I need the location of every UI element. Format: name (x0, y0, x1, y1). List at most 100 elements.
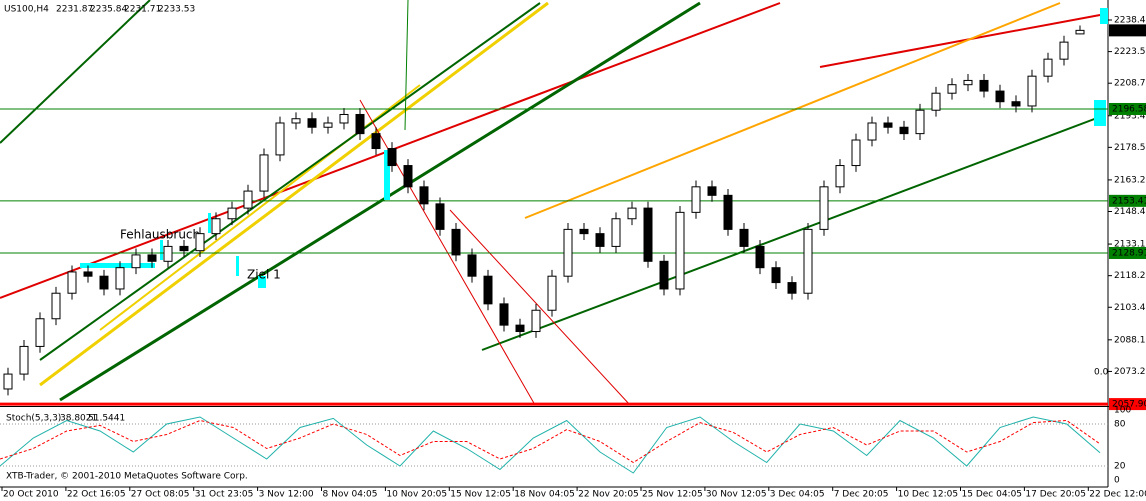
trend-line (0, 0, 151, 144)
candle-body (147, 254, 157, 262)
marker (80, 263, 155, 268)
candle-body (339, 113, 349, 124)
x-tick-label: 31 Oct 23:05 (195, 490, 254, 500)
marker (160, 240, 163, 260)
quote-close: 2233.53 (158, 5, 195, 15)
marker (208, 213, 211, 233)
trend-line (819, 14, 1101, 68)
candle-body (387, 148, 397, 167)
quote-low: 2231.71 (124, 5, 161, 15)
candle-body (1027, 75, 1037, 107)
candle-body (1059, 41, 1069, 60)
level-label: 2196.58 (1112, 104, 1146, 114)
trend-line (449, 209, 631, 406)
level-label: 2153.41 (1112, 196, 1146, 206)
candle-body (643, 207, 653, 262)
candle-body (563, 228, 573, 277)
candle-body (995, 90, 1005, 103)
y-tick-label: 2148.40 (1114, 207, 1146, 217)
x-tick-label: 3 Nov 12:00 (259, 490, 314, 500)
x-tick-label: 27 Oct 08:05 (131, 490, 190, 500)
marker (236, 256, 239, 276)
candle-body (467, 254, 477, 277)
x-tick-label: 20 Oct 2010 (3, 490, 59, 500)
x-tick-label: 25 Nov 12:05 (642, 490, 703, 500)
candle-body (163, 245, 173, 262)
trend-line (39, 1, 549, 387)
candle-body (403, 165, 413, 188)
x-tick-label: 3 Dec 04:05 (770, 490, 825, 500)
y-tick-label: 2133.10 (1114, 240, 1146, 250)
level-tag (1109, 194, 1146, 207)
y-tick-label: 2118.25 (1114, 271, 1146, 281)
candle-body (355, 113, 365, 135)
stoch-tick-label: 20 (1114, 462, 1126, 472)
x-tick-label: 22 Oct 16:05 (67, 490, 126, 500)
candle-body (435, 203, 445, 230)
candle-body (419, 186, 429, 205)
candle-body (867, 122, 877, 141)
candle-body (291, 118, 301, 124)
level-label: 2057.90 (1112, 400, 1146, 410)
candle-body (979, 79, 989, 92)
candle-body (787, 282, 797, 294)
copyright: XTB-Trader, © 2001-2010 MetaQuotes Softw… (6, 472, 248, 482)
candle-body (915, 109, 925, 135)
y-tick-label: 2193.40 (1114, 111, 1146, 121)
candle-body (1043, 58, 1053, 77)
candle-body (483, 275, 493, 305)
indicator-value: 51.5441 (88, 414, 125, 424)
candle-body (803, 228, 813, 294)
candle-body (99, 275, 109, 290)
trend-lines (0, 0, 1106, 406)
indicator-name: Stoch(5,3,3) (6, 414, 61, 424)
stoch-line (0, 419, 1101, 464)
candle-body (371, 133, 381, 150)
candle-body (627, 207, 637, 220)
candle-body (595, 233, 605, 247)
x-tick-label: 7 Dec 20:05 (834, 490, 889, 500)
candle-body (211, 218, 221, 235)
marker (258, 276, 266, 288)
candle-body (819, 186, 829, 230)
candle-body (115, 267, 125, 290)
candle-body (691, 186, 701, 213)
candle-body (67, 271, 77, 294)
candle-body (3, 373, 13, 390)
y-tick-label: 2073.25 (1114, 367, 1146, 377)
quote-high: 2235.84 (90, 5, 127, 15)
y-tick-label: 2178.55 (1114, 143, 1146, 153)
candle-body (531, 309, 541, 333)
candle-body (675, 211, 685, 290)
marker (1100, 8, 1108, 24)
candle-body (851, 139, 861, 167)
stoch-tick-label: 80 (1114, 420, 1126, 430)
y-tick-label: 2163.25 (1114, 175, 1146, 185)
candle-body (963, 79, 973, 86)
candle-body (275, 122, 285, 156)
x-tick-label: 17 Dec 20:05 (1025, 490, 1086, 500)
candle-body (1011, 101, 1021, 107)
x-tick-label: 22 Nov 20:05 (578, 490, 639, 500)
candle-body (131, 254, 141, 269)
y-tick-label: 2238.40 (1114, 16, 1146, 26)
symbol: US100,H4 (4, 5, 49, 15)
annotation: Fehlausbruch (120, 228, 200, 242)
stoch-tick-label: 100 (1114, 406, 1131, 416)
x-tick-label: 10 Nov 20:05 (386, 490, 447, 500)
candle-body (515, 324, 525, 333)
level-tag (1109, 398, 1146, 411)
trend-line (59, 1, 701, 402)
trend-line (481, 114, 1106, 351)
trend-line (404, 0, 409, 131)
candle-body (947, 84, 957, 94)
candle-body (883, 122, 893, 128)
last-price-tag (1109, 24, 1146, 37)
x-tick-label: 15 Dec 04:05 (962, 490, 1023, 500)
quote-open: 2231.87 (56, 5, 93, 15)
candle-body (707, 186, 717, 196)
candle-body (723, 194, 733, 230)
trend-line (524, 2, 1061, 219)
candle-body (35, 318, 45, 347)
y-tick-label: 2088.10 (1114, 335, 1146, 345)
